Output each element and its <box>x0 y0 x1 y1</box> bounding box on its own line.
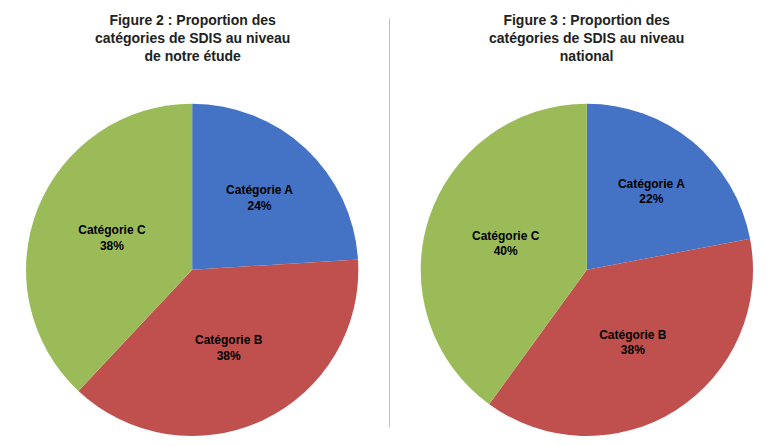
svg-text:Catégorie A22%: Catégorie A22% <box>618 177 685 207</box>
svg-text:Catégorie B38%: Catégorie B38% <box>599 328 667 358</box>
svg-text:Figure 3 : Proportion descatég: Figure 3 : Proportion descatégories de S… <box>489 12 684 64</box>
svg-text:Catégorie C40%: Catégorie C40% <box>472 229 540 259</box>
svg-text:Catégorie B38%: Catégorie B38% <box>195 333 263 363</box>
svg-text:Catégorie C38%: Catégorie C38% <box>78 223 146 253</box>
svg-text:Figure 2 : Proportion descatég: Figure 2 : Proportion descatégories de S… <box>95 12 290 64</box>
svg-text:Catégorie A24%: Catégorie A24% <box>226 183 293 213</box>
